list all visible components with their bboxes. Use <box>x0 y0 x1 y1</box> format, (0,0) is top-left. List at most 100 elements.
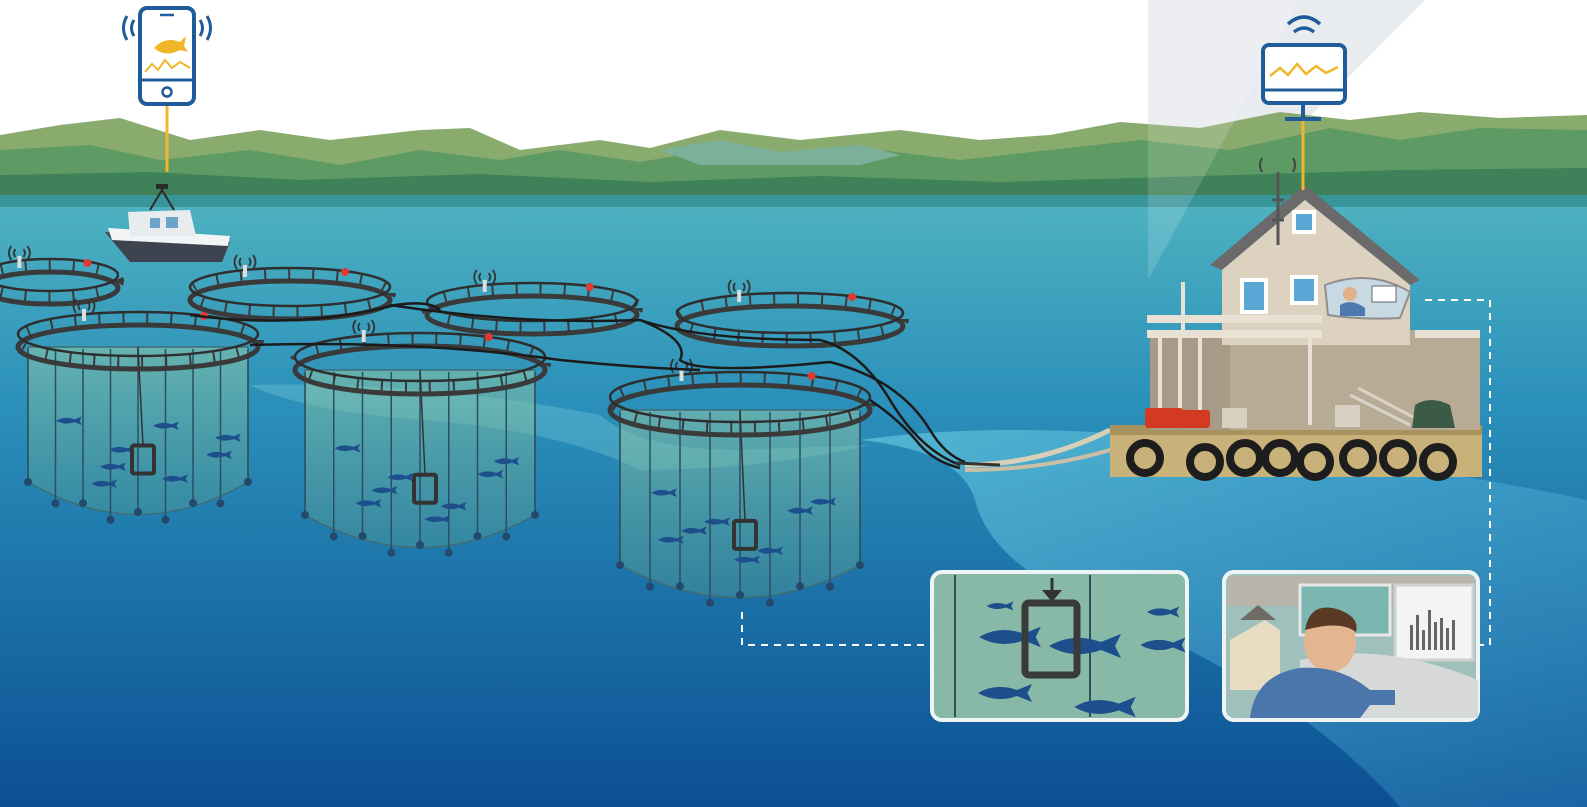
weight <box>189 499 197 508</box>
monitor-icon <box>1269 62 1339 77</box>
tire <box>1261 439 1299 477</box>
weight <box>358 532 367 541</box>
phone-icon <box>161 86 173 98</box>
camera <box>732 518 758 551</box>
weight <box>329 532 338 541</box>
cable <box>249 342 701 372</box>
weight <box>444 548 453 557</box>
fish-cage <box>421 269 643 337</box>
weight <box>24 478 32 486</box>
monitor-icon <box>1261 15 1347 190</box>
cage-posts <box>12 312 264 368</box>
weight <box>856 561 864 569</box>
weight <box>616 561 624 569</box>
weight <box>646 582 654 591</box>
weight <box>736 591 744 599</box>
phone-icon <box>144 58 191 73</box>
weight <box>473 532 482 541</box>
camera <box>130 443 156 476</box>
cage-ring <box>607 382 873 438</box>
weight <box>416 541 424 549</box>
house <box>1343 287 1357 301</box>
house <box>1272 172 1284 245</box>
inset-operator <box>1440 618 1443 650</box>
cage-rail <box>608 370 872 424</box>
inset-operator <box>1410 610 1455 650</box>
signal <box>8 245 31 261</box>
inset-operator <box>1422 630 1425 650</box>
weight <box>531 511 539 519</box>
mountains <box>660 140 900 165</box>
weight <box>51 499 60 508</box>
sensor <box>585 283 594 291</box>
inset-operator <box>1428 610 1431 650</box>
tire <box>1379 439 1417 477</box>
inset-operator <box>1240 605 1276 620</box>
weight <box>502 532 511 541</box>
inset-camera <box>930 570 1189 722</box>
inset-operator <box>1222 570 1480 722</box>
cage-ring <box>15 322 261 372</box>
sensor <box>807 372 816 380</box>
inset-operator <box>1305 607 1357 632</box>
monitor-icon <box>1286 15 1322 34</box>
house <box>1110 157 1482 481</box>
house <box>1145 408 1183 428</box>
house <box>1222 408 1247 428</box>
fish-cage <box>0 245 909 607</box>
weight <box>676 582 684 591</box>
signal <box>727 279 751 295</box>
house <box>1335 405 1360 427</box>
dashed-connector <box>741 612 930 646</box>
cage-ring <box>0 269 121 307</box>
weight <box>826 582 834 591</box>
cage-rail <box>0 257 120 293</box>
inset-operator <box>1434 622 1437 650</box>
boat <box>105 184 230 262</box>
weight <box>134 508 142 516</box>
sensor <box>83 259 92 267</box>
house <box>1147 315 1322 323</box>
house <box>1371 285 1397 303</box>
weight <box>766 598 774 607</box>
camera-rope <box>739 409 746 521</box>
cage-ring <box>674 303 906 349</box>
dashed-connector <box>741 299 1491 646</box>
tire <box>1126 439 1164 477</box>
cable-shore <box>954 461 1001 467</box>
inset-operator <box>1410 625 1413 650</box>
phone-icon <box>138 6 196 106</box>
inset-operator <box>1416 615 1419 650</box>
inset-camera <box>1021 599 1081 679</box>
house <box>1412 400 1455 428</box>
tire <box>1226 439 1264 477</box>
inset-operator <box>1446 628 1449 650</box>
cage-rail <box>188 266 392 308</box>
fish-cage <box>184 254 396 322</box>
cage-posts <box>421 283 643 333</box>
weight <box>161 515 170 524</box>
cage-rail <box>675 291 905 335</box>
house <box>1259 157 1296 173</box>
cage-ring <box>187 278 393 322</box>
house <box>1294 279 1314 301</box>
weight <box>706 598 714 607</box>
inset-operator <box>1250 667 1395 718</box>
weight <box>244 478 252 486</box>
cable <box>389 303 966 464</box>
dashed-connector <box>1425 299 1491 646</box>
house <box>1180 410 1210 428</box>
phone-icon <box>198 15 212 41</box>
cage-posts <box>0 259 124 303</box>
tire <box>1186 443 1224 481</box>
inset-camera <box>1042 590 1062 602</box>
sensor <box>341 268 349 276</box>
fish-cage <box>0 245 124 307</box>
monitor-icon <box>1261 43 1347 105</box>
house <box>1210 185 1420 285</box>
house <box>1340 302 1365 316</box>
fish-cage <box>289 319 551 557</box>
cage-posts <box>184 268 396 318</box>
